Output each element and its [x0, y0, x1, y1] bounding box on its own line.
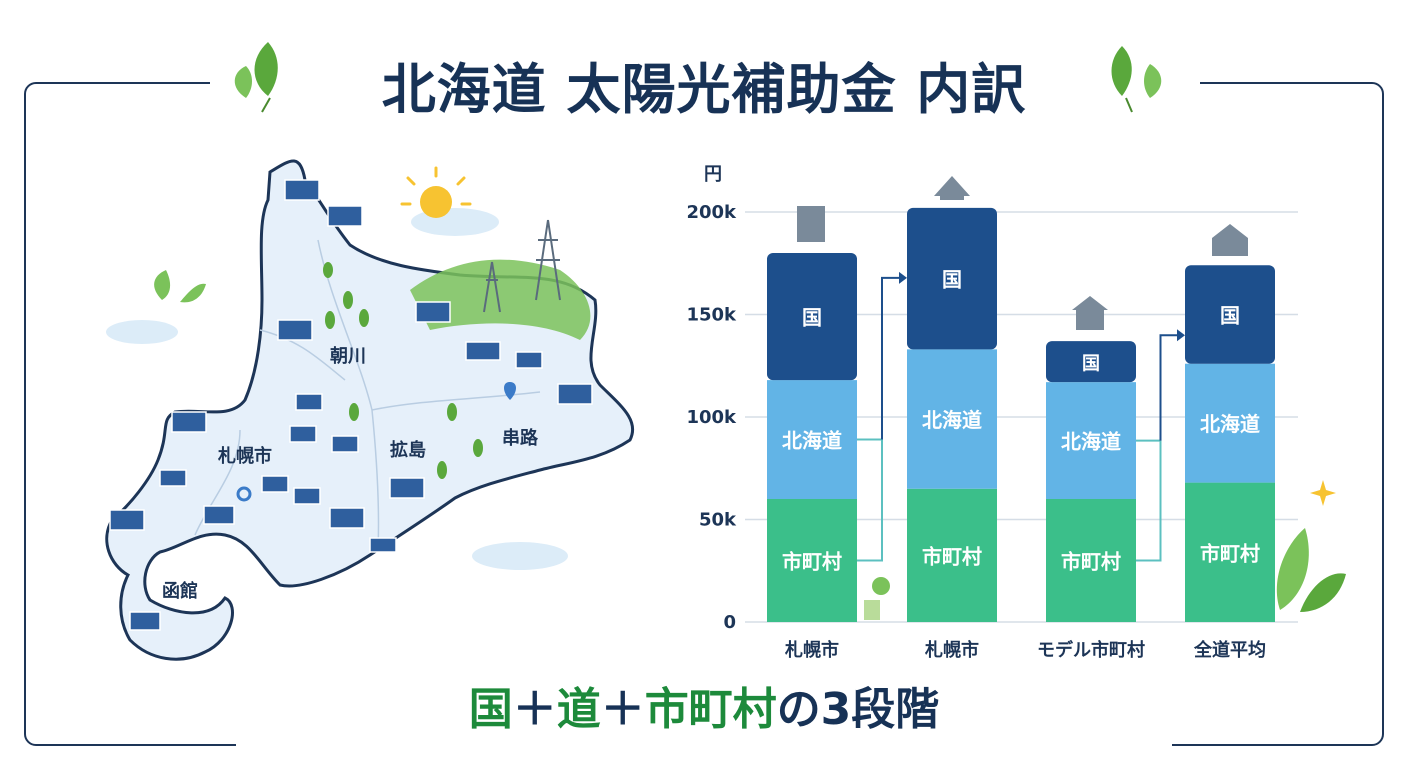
solar-panel-icon [109, 179, 593, 631]
arrow-head-icon [1177, 329, 1185, 342]
connector-line [1136, 439, 1162, 562]
location-pin-icon [504, 382, 516, 400]
power-pylon-icon [483, 219, 561, 313]
city-hall-icon [1212, 224, 1248, 256]
caption-kuni: 国 [468, 684, 513, 735]
x-tick-label: 札幌市 [784, 639, 839, 661]
y-tick-label: 200k [686, 202, 737, 223]
y-tick-label: 100k [686, 407, 737, 428]
building-icon [797, 206, 825, 242]
bar-segment-label: 北海道 [1200, 412, 1260, 436]
connector-arrow [1159, 334, 1179, 441]
map-label-sapporo: 札幌市 [217, 445, 272, 467]
cloud-icon [472, 542, 568, 570]
house-icon [934, 176, 970, 200]
location-pin-icon [236, 486, 252, 502]
connector-arrow [881, 276, 901, 440]
house-icon [1072, 296, 1108, 330]
connector-line [857, 438, 883, 562]
bar-segment-label: 北海道 [1061, 430, 1121, 454]
bar-segment-label: 北海道 [922, 408, 982, 432]
leaf-icon [1111, 46, 1162, 113]
map-label-kushiro: 串路 [502, 427, 539, 449]
bar-segment-label: 国 [802, 306, 822, 330]
bar-segment [1185, 482, 1275, 622]
x-tick-label: 札幌市 [924, 639, 979, 661]
bar-segment-label: 国 [1220, 304, 1240, 328]
y-tick-label: 50k [699, 510, 737, 531]
leaf-icon [154, 270, 206, 303]
leaf-icon [1276, 480, 1346, 612]
bottom-caption: 国＋道＋市町村の3段階 [0, 680, 1408, 740]
bar-segment-label: 市町村 [782, 550, 842, 574]
bar-segment [1046, 382, 1136, 499]
caption-do: 道 [556, 684, 601, 735]
bar-segment-label: 市町村 [1200, 541, 1260, 565]
bar-segment-label: 市町村 [922, 544, 982, 568]
y-tick-label: 0 [723, 612, 736, 633]
x-tick-label: 全道平均 [1193, 639, 1266, 661]
bar-segment [907, 488, 997, 622]
bar-segment [767, 380, 857, 499]
y-axis-label: 円 [704, 164, 722, 185]
sun-icon [400, 166, 472, 218]
tree-icon [864, 577, 890, 620]
leaf-icon [234, 42, 278, 113]
map-label-kakushima: 拡島 [390, 439, 426, 461]
bar-segment [1185, 363, 1275, 483]
bar-segment-label: 北海道 [782, 429, 842, 453]
bar-segment [1046, 499, 1136, 622]
bar-segment-label: 国 [1082, 354, 1100, 375]
bar-segment-label: 市町村 [1061, 550, 1121, 574]
arrow-head-icon [899, 271, 907, 284]
bar-segment [767, 253, 857, 381]
bar-segment [907, 349, 997, 489]
cloud-icon [106, 320, 178, 344]
bar-segment-label: 国 [942, 268, 962, 292]
bar-segment [767, 499, 857, 622]
bar-segment [1046, 341, 1136, 383]
page-title: 北海道 太陽光補助金 内訳 [381, 58, 1027, 121]
y-tick-label: 150k [686, 305, 737, 326]
caption-plus: ＋ [600, 684, 645, 735]
map-label-hakodate: 函館 [162, 580, 198, 602]
bar-segment [1185, 265, 1275, 364]
bar-segment [907, 207, 997, 350]
caption-suffix: の3段階 [776, 684, 940, 735]
caption-shichoson: 市町村 [644, 684, 777, 735]
map-label-asahikawa: 朝川 [330, 345, 366, 367]
x-tick-label: モデル市町村 [1037, 639, 1145, 661]
caption-plus: ＋ [512, 684, 557, 735]
